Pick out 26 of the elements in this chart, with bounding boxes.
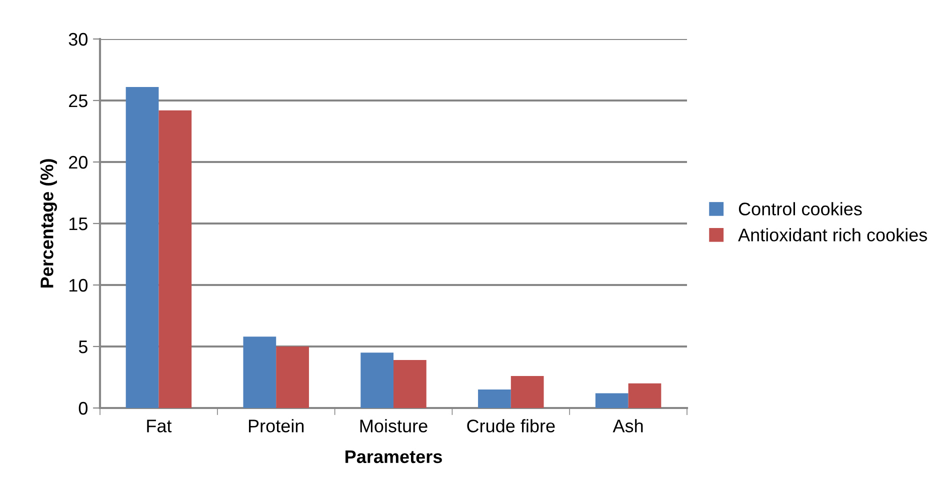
y-tick-label: 5 xyxy=(78,340,88,354)
x-tick-label: Moisture xyxy=(360,419,428,432)
x-tick-label: Protein xyxy=(248,419,304,432)
y-tick-label: 20 xyxy=(69,156,88,169)
bar xyxy=(158,110,192,408)
y-tick-label: 10 xyxy=(69,278,88,292)
bar xyxy=(360,352,394,408)
y-tick-label: 15 xyxy=(69,218,88,230)
bar xyxy=(628,383,662,408)
legend-label: Antioxidant rich cookies xyxy=(738,228,928,242)
y-tick-label: 30 xyxy=(68,32,88,46)
bar xyxy=(394,360,426,408)
bar xyxy=(595,393,628,408)
x-axis-title: Parameters xyxy=(346,450,442,464)
y-axis-title: Percentage (%) xyxy=(40,159,57,288)
bar xyxy=(478,390,511,408)
bar xyxy=(243,336,276,408)
legend-label: Control cookies xyxy=(738,202,862,216)
y-tick-label: 0 xyxy=(78,402,88,415)
bar xyxy=(510,376,544,408)
bar xyxy=(276,346,309,408)
x-tick-label: Crude fibre xyxy=(467,419,555,432)
y-tick-label: 25 xyxy=(69,94,88,108)
bar xyxy=(126,86,159,408)
x-tick-label: Ash xyxy=(612,419,643,432)
x-tick-label: Fat xyxy=(147,420,172,432)
